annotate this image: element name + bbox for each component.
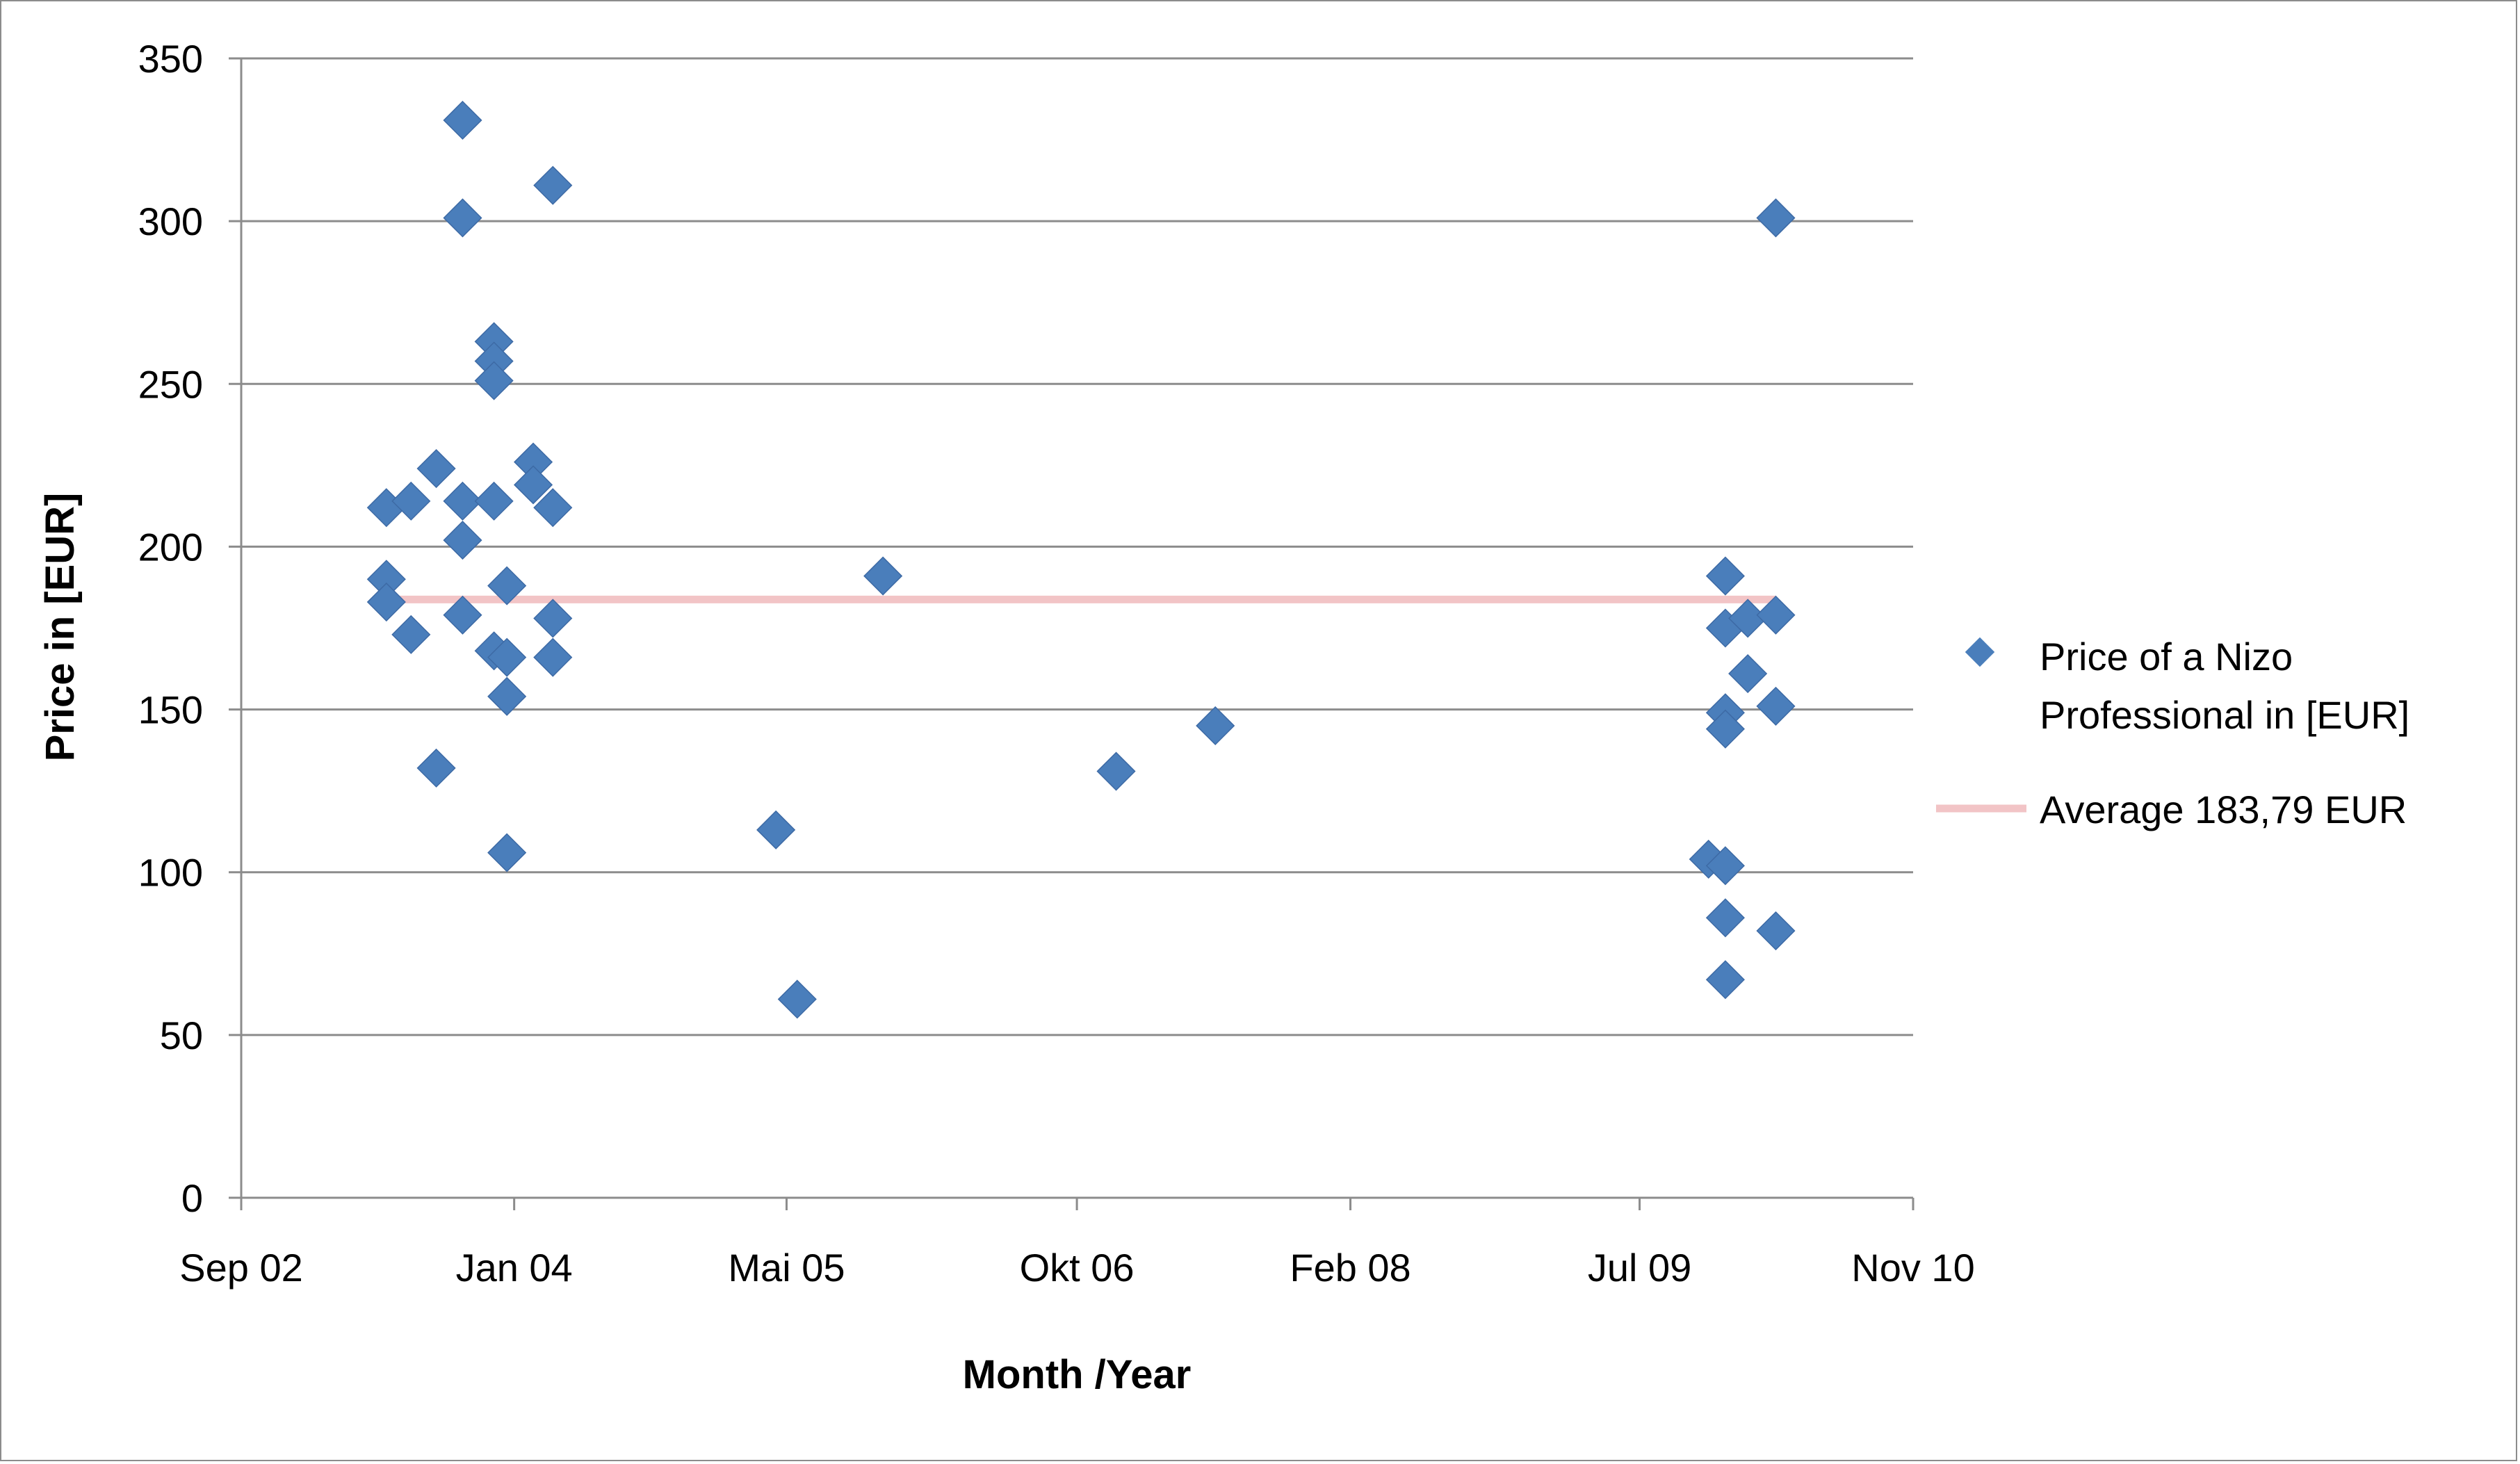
data-point — [443, 198, 482, 238]
data-point — [1756, 911, 1796, 951]
data-point — [487, 833, 527, 872]
x-tick-label: Feb 08 — [1290, 1246, 1411, 1290]
data-point — [1705, 709, 1745, 749]
legend-item-average: Average 183,79 EUR — [1936, 788, 2407, 831]
data-point — [391, 615, 431, 654]
legend-marker-diamond — [1965, 637, 1995, 667]
data-point — [1728, 653, 1768, 694]
data-points — [366, 100, 1796, 1019]
data-point — [1705, 898, 1745, 938]
data-point — [487, 566, 527, 605]
gridlines — [241, 57, 1913, 1036]
data-point — [533, 488, 573, 528]
data-point — [1756, 595, 1796, 635]
data-point — [443, 481, 482, 521]
data-point — [533, 165, 573, 205]
x-tick-label: Sep 02 — [179, 1246, 303, 1290]
x-tick-label: Nov 10 — [1851, 1246, 1974, 1290]
y-axis-title: Price in [EUR] — [38, 493, 83, 762]
data-point — [1196, 706, 1235, 746]
y-tick-label: 100 — [138, 851, 203, 895]
data-point — [1705, 846, 1745, 886]
data-point — [443, 100, 482, 140]
x-tick-label: Mai 05 — [728, 1246, 845, 1290]
data-point — [416, 448, 456, 489]
x-axis-title: Month /Year — [963, 1352, 1192, 1397]
legend-item-price: Price of a Nizo Professional in [EUR] — [1965, 635, 2409, 737]
data-point — [1096, 751, 1136, 791]
tick-labels: 0 50 100 150 200 250 300 350 Sep 02 Jan 04 Mai 05 O… — [138, 37, 1975, 1290]
data-point — [756, 810, 796, 849]
y-tick-label: 0 — [181, 1176, 203, 1220]
data-point — [487, 676, 527, 716]
data-point — [391, 481, 431, 521]
data-point — [1705, 960, 1745, 1000]
data-point — [443, 595, 482, 635]
data-point — [513, 465, 553, 505]
data-point — [416, 748, 456, 788]
data-point — [1756, 198, 1796, 238]
data-point — [777, 979, 817, 1019]
data-point — [1756, 686, 1796, 726]
y-tick-label: 200 — [138, 525, 203, 569]
y-tick-label: 250 — [138, 362, 203, 406]
data-point — [1705, 556, 1745, 596]
legend-label-price-line1: Price of a Nizo — [2040, 635, 2293, 678]
y-tick-label: 350 — [138, 37, 203, 81]
legend: Price of a Nizo Professional in [EUR] Av… — [1936, 635, 2409, 831]
data-point — [863, 556, 903, 596]
legend-label-price-line2: Professional in [EUR] — [2040, 693, 2409, 737]
data-point — [487, 637, 527, 677]
data-point — [533, 599, 573, 638]
y-tick-label: 150 — [138, 688, 203, 732]
data-point — [366, 582, 406, 622]
x-tick-label: Jul 09 — [1588, 1246, 1691, 1290]
y-tick-label: 50 — [160, 1014, 203, 1057]
data-point — [474, 361, 514, 400]
legend-label-average: Average 183,79 EUR — [2040, 788, 2407, 831]
y-tick-label: 300 — [138, 200, 203, 243]
axes — [229, 57, 1915, 1210]
x-tick-label: Okt 06 — [1020, 1246, 1135, 1290]
data-point — [443, 521, 482, 560]
data-point — [474, 481, 514, 521]
data-point — [533, 637, 573, 677]
x-tick-label: Jan 04 — [456, 1246, 573, 1290]
